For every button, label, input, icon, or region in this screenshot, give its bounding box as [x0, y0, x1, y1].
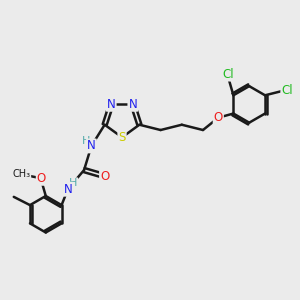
Text: N: N [107, 98, 116, 111]
Text: N: N [64, 183, 72, 196]
Text: Cl: Cl [222, 68, 234, 81]
Text: N: N [87, 140, 96, 152]
Text: H: H [69, 178, 77, 188]
Text: O: O [37, 172, 46, 185]
Text: H: H [82, 136, 90, 146]
Text: O: O [214, 111, 223, 124]
Text: CH₃: CH₃ [12, 169, 30, 179]
Text: O: O [100, 170, 109, 183]
Text: N: N [128, 98, 137, 111]
Text: S: S [118, 131, 126, 144]
Text: Cl: Cl [281, 84, 293, 98]
